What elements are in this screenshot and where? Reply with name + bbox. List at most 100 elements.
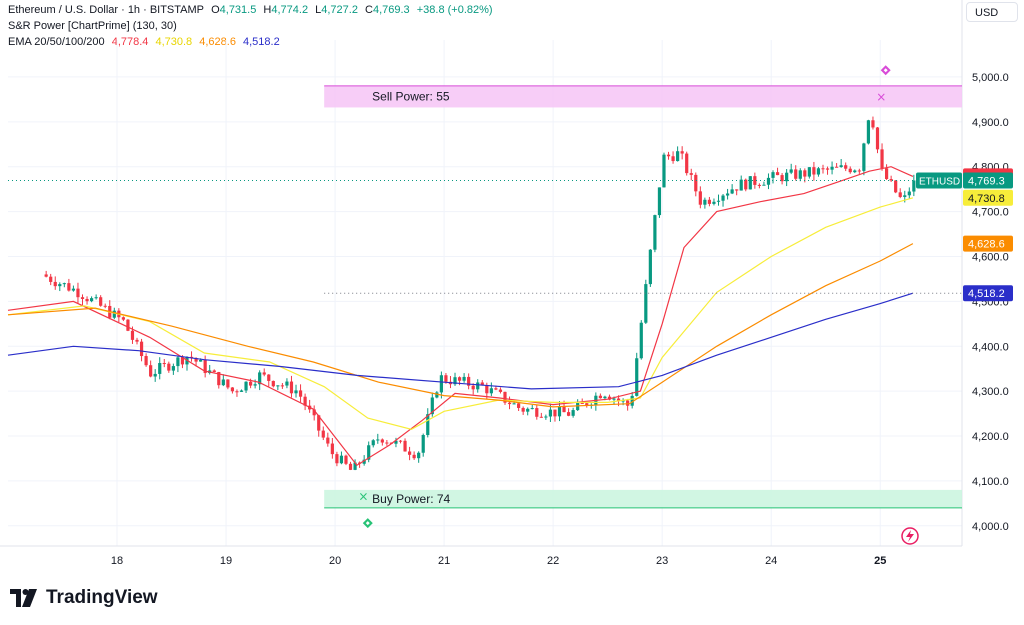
candle <box>158 363 162 374</box>
price-tag <box>963 285 1013 302</box>
indicator-legend[interactable]: S&R Power [ChartPrime] (130, 30) <box>8 20 181 32</box>
candle <box>775 172 780 176</box>
candle <box>507 402 512 405</box>
ema200-line <box>7 292 914 390</box>
candle <box>49 276 53 282</box>
candle <box>153 373 157 377</box>
candle <box>485 385 489 394</box>
candle <box>494 388 498 390</box>
candle <box>226 379 230 388</box>
ema20-value: 4,778.4 <box>111 36 149 48</box>
candle <box>394 440 398 444</box>
x-tick-label: 20 <box>329 555 341 567</box>
candle <box>203 359 207 374</box>
candle <box>457 377 462 381</box>
candle <box>271 380 275 387</box>
candle <box>530 408 534 410</box>
candle <box>53 281 57 287</box>
candle <box>689 173 693 175</box>
candle <box>453 377 457 385</box>
candle <box>176 357 180 367</box>
candle <box>267 374 271 381</box>
candle <box>103 305 107 307</box>
candle <box>757 184 761 186</box>
candle <box>716 200 721 202</box>
candle <box>739 179 743 191</box>
ema100-value: 4,628.6 <box>199 36 236 48</box>
candle <box>644 284 648 323</box>
open-value: 4,731.5 <box>219 4 257 16</box>
ema-legend[interactable]: EMA 20/50/100/200 4,778.4 4,730.8 4,628.… <box>8 36 284 48</box>
candle <box>462 376 466 381</box>
candle <box>303 396 307 406</box>
candle <box>435 392 439 398</box>
y-tick-label: 4,300.0 <box>972 386 1009 398</box>
high-value: 4,774.2 <box>271 4 309 16</box>
candle <box>535 408 539 417</box>
candle <box>380 439 384 443</box>
candle <box>862 143 866 171</box>
y-tick-label: 4,900.0 <box>972 117 1009 129</box>
low-label: L <box>315 4 322 16</box>
candle <box>730 189 734 194</box>
flash-icon <box>901 527 919 545</box>
candle <box>321 430 325 438</box>
candle <box>685 153 689 174</box>
y-tick-label: 4,200.0 <box>972 431 1009 443</box>
candle <box>680 151 684 154</box>
sell-power-zone <box>324 85 962 108</box>
candle <box>907 191 911 196</box>
candle <box>598 395 602 399</box>
candle <box>526 408 530 412</box>
candle <box>825 168 830 170</box>
candle <box>467 376 471 386</box>
candle <box>258 372 262 385</box>
ema200-value: 4,518.2 <box>243 36 280 48</box>
candle <box>707 199 712 204</box>
candle <box>62 283 66 285</box>
candle <box>671 156 675 162</box>
candle <box>698 191 702 205</box>
ema100-line <box>7 243 914 408</box>
candle <box>616 398 621 401</box>
candle <box>603 396 607 399</box>
currency-button[interactable]: USD <box>966 2 1018 22</box>
candle <box>262 372 266 375</box>
candle <box>80 297 85 299</box>
candle <box>548 409 553 417</box>
buy-power-label: Buy Power: 74 <box>372 492 450 506</box>
candle <box>803 170 807 177</box>
candle <box>167 363 171 371</box>
candle <box>426 414 430 436</box>
candle <box>248 381 253 386</box>
candle <box>894 180 898 193</box>
candle <box>648 249 652 285</box>
x-tick-label: 21 <box>438 555 450 567</box>
candle <box>735 189 739 191</box>
y-tick-label: 5,000.0 <box>972 72 1009 84</box>
candle <box>99 297 103 306</box>
candle <box>721 195 725 201</box>
candle <box>112 310 116 318</box>
x-tick-label: 23 <box>656 555 668 567</box>
tradingview-logo[interactable]: TradingView <box>10 587 158 609</box>
candle <box>135 339 139 342</box>
candle <box>639 322 643 359</box>
candle <box>326 437 330 444</box>
candle <box>839 165 843 168</box>
candle <box>621 400 625 402</box>
symbol-title[interactable]: Ethereum / U.S. Dollar · 1h · BITSTAMP <box>8 4 205 16</box>
candle <box>89 298 94 302</box>
candle <box>889 179 893 181</box>
candle <box>180 357 185 365</box>
candle <box>517 403 521 408</box>
close-value: 4,769.3 <box>372 4 410 16</box>
buy-x-marker: × <box>358 490 368 504</box>
low-value: 4,727.2 <box>321 4 358 16</box>
price-tag-label: 4,730.8 <box>968 193 1005 205</box>
candle <box>362 459 366 464</box>
candle <box>489 388 493 394</box>
candle <box>875 127 880 150</box>
candle <box>753 176 757 185</box>
